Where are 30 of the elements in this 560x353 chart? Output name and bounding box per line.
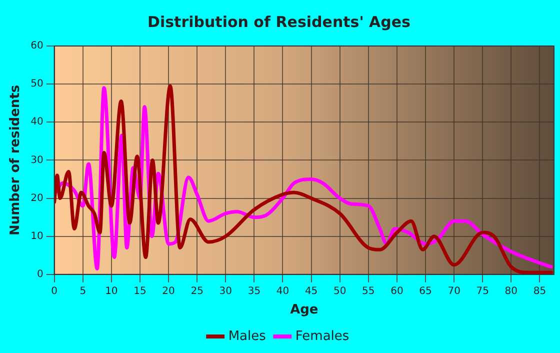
x-tick-label: 60 <box>390 286 404 297</box>
y-axis-title: Number of residents <box>8 84 24 236</box>
x-tick-label: 25 <box>190 286 204 297</box>
x-tick-label: 15 <box>134 286 146 297</box>
x-tick-label: 30 <box>219 286 232 297</box>
x-tick-label: 55 <box>362 286 375 297</box>
legend-label: Males <box>228 328 266 344</box>
x-tick-label: 50 <box>333 286 346 297</box>
legend-label: Females <box>295 328 350 344</box>
x-tick-label: 40 <box>276 286 290 297</box>
x-tick-label: 45 <box>304 286 318 297</box>
y-tick-label: 20 <box>30 192 44 204</box>
x-tick-label: 10 <box>105 286 118 297</box>
x-tick-label: 80 <box>504 286 518 297</box>
x-tick-label: 5 <box>80 286 86 297</box>
y-tick-label: 0 <box>36 268 44 280</box>
x-tick-label: 65 <box>419 286 432 297</box>
chart-title: Distribution of Residents' Ages <box>148 12 411 31</box>
y-tick-label: 60 <box>30 40 44 52</box>
x-tick-label: 0 <box>51 286 58 297</box>
x-tick-label: 85 <box>533 286 546 297</box>
x-tick-label: 70 <box>448 286 460 297</box>
x-tick-label: 35 <box>248 286 261 297</box>
x-tick-label: 20 <box>162 286 175 297</box>
y-tick-label: 50 <box>30 78 44 90</box>
y-tick-label: 10 <box>30 230 44 242</box>
y-tick-label: 40 <box>30 116 44 128</box>
x-tick-label: 75 <box>476 286 489 297</box>
y-tick-label: 30 <box>30 154 44 166</box>
x-axis-title: Age <box>290 302 318 318</box>
